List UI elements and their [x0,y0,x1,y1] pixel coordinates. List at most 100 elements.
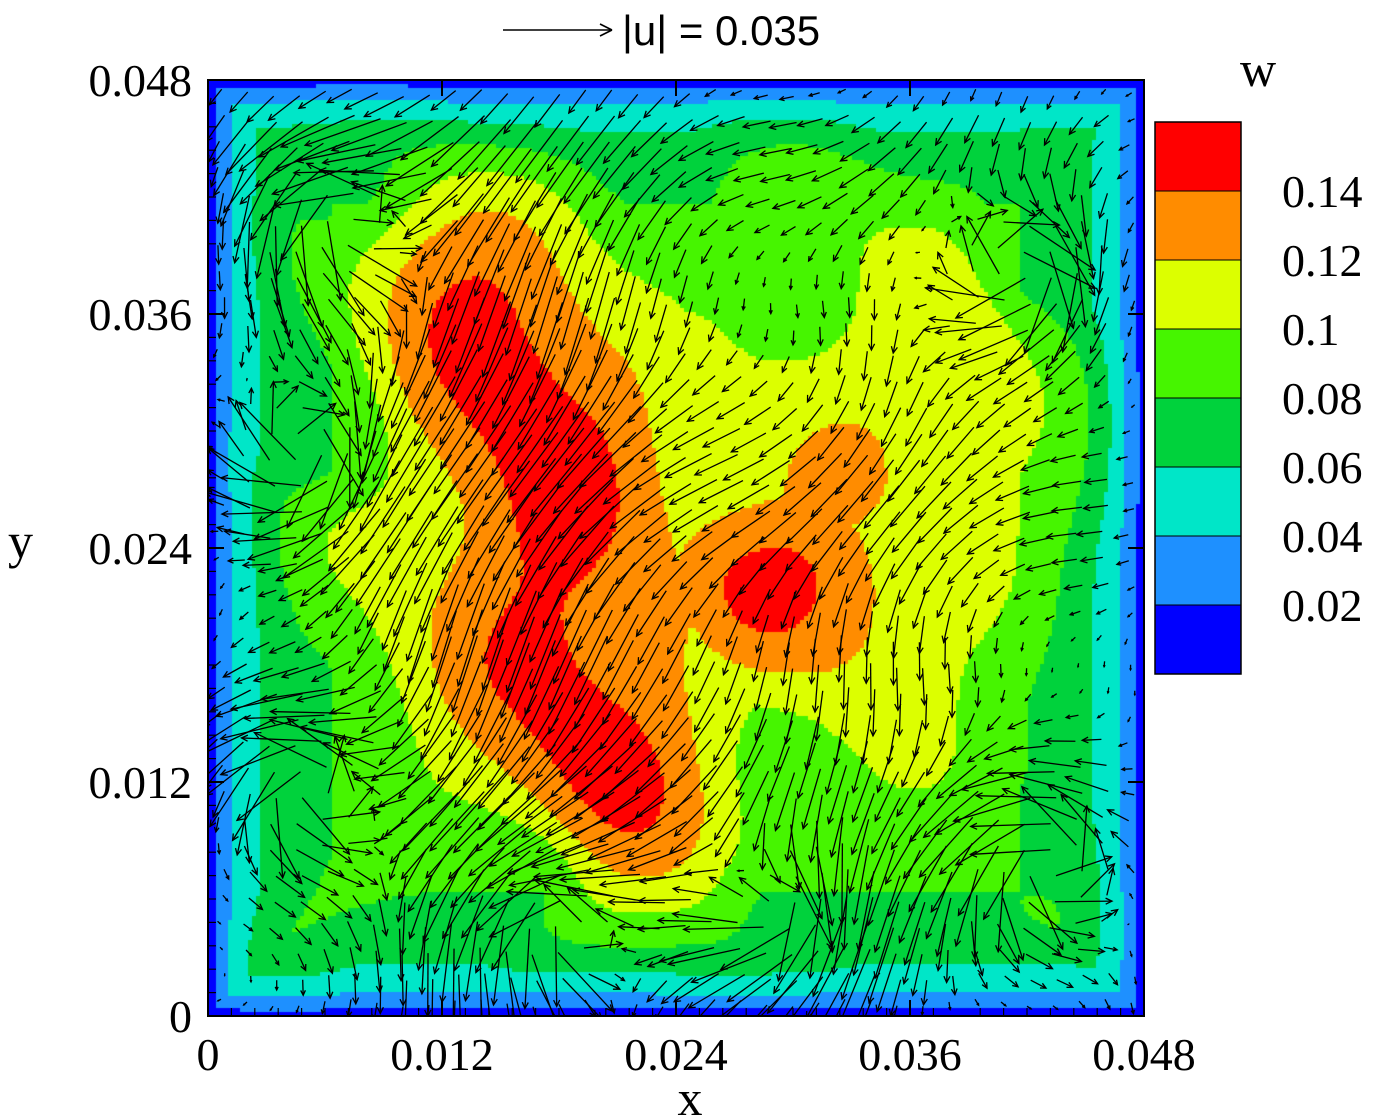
velocity-arrowhead [524,811,533,820]
velocity-arrowhead [354,943,362,953]
velocity-arrow [774,772,796,831]
velocity-arrowhead [1130,405,1134,409]
velocity-arrow [431,979,434,1016]
velocity-arrowhead [890,571,899,580]
velocity-arrow [756,614,769,653]
velocity-arrow [1092,271,1104,322]
velocity-arrowhead [934,328,943,336]
velocity-arrow [973,895,978,958]
velocity-arrow [524,928,531,1009]
velocity-arrow [386,536,427,608]
velocity-arrowhead [873,944,881,954]
velocity-arrowhead [552,676,560,685]
velocity-arrow [409,874,433,939]
velocity-arrowhead [410,250,418,257]
velocity-arrow [497,564,532,638]
velocity-arrowhead [886,756,894,765]
velocity-arrowhead [352,997,360,1006]
velocity-arrowhead [850,847,858,856]
velocity-arrowhead [548,702,556,711]
velocity-arrow [442,869,485,939]
velocity-arrowhead [506,515,514,524]
velocity-arrowhead [257,566,266,574]
colorbar-band [1154,535,1242,606]
velocity-arrowhead [530,291,538,301]
velocity-arrow [531,843,609,868]
velocity-arrow [321,1001,326,1014]
velocity-arrow [1083,504,1108,510]
velocity-arrowhead [450,900,458,909]
velocity-arrowhead [722,609,730,619]
velocity-arrow [413,376,456,446]
velocity-arrowhead [432,248,441,257]
velocity-arrow [246,221,251,289]
velocity-arrow [564,401,616,466]
velocity-arrow [559,531,609,597]
velocity-arrowhead [253,533,262,541]
velocity-arrow [949,767,1003,797]
velocity-arrowhead [732,175,742,183]
x-tick-label: 0.048 [1092,1029,1196,1080]
velocity-arrowhead [690,976,699,984]
velocity-arrow [1117,170,1129,180]
velocity-arrowhead [756,255,761,261]
velocity-arrowhead [1043,138,1051,147]
velocity-arrow [572,349,608,420]
velocity-arrowhead [631,1011,637,1016]
velocity-arrowhead [898,596,906,606]
velocity-arrowhead [796,120,805,128]
velocity-arrow [651,561,688,600]
velocity-arrowhead [890,285,896,293]
velocity-arrowhead [840,942,849,951]
velocity-arrowhead [867,996,875,1005]
velocity-arrowhead [965,393,974,402]
velocity-arrowhead [868,188,877,197]
velocity-arrow [926,741,946,776]
velocity-arrow [546,115,590,172]
velocity-arrowhead [482,205,491,215]
velocity-arrowhead [851,785,859,794]
velocity-arrowhead [694,696,701,705]
velocity-arrowhead [219,474,229,482]
velocity-arrowhead [773,764,781,774]
velocity-arrowhead [847,885,855,894]
velocity-arrowhead [850,207,859,215]
velocity-arrow [691,193,718,212]
velocity-arrowhead [506,867,516,875]
velocity-arrowhead [513,233,521,242]
velocity-arrowhead [1022,488,1031,496]
velocity-arrowhead [239,196,248,205]
velocity-arrow [1021,786,1077,846]
velocity-arrowhead [860,373,869,382]
velocity-arrowhead [420,752,427,761]
velocity-arrowhead [810,564,819,573]
velocity-arrowhead [1012,965,1021,974]
velocity-arrowhead [524,707,531,716]
velocity-arrowhead [1050,670,1054,674]
velocity-arrow [1080,195,1087,237]
velocity-arrow [513,172,557,241]
velocity-arrow [790,824,800,889]
velocity-arrow [247,532,323,560]
velocity-arrow [674,93,691,108]
velocity-arrow [585,245,609,313]
velocity-arrow [955,869,979,947]
velocity-arrowhead [213,354,217,359]
velocity-arrow [373,247,422,250]
velocity-arrowhead [968,521,978,529]
velocity-arrowhead [615,940,624,948]
velocity-arrow [424,662,456,736]
velocity-arrowhead [478,1021,484,1027]
velocity-arrow [1075,913,1113,924]
velocity-arrow [959,140,974,172]
velocity-arrow [243,247,250,302]
velocity-arrowhead [741,305,746,312]
velocity-arrowhead [694,1016,701,1023]
velocity-arrow [568,89,587,114]
velocity-arrow [964,713,976,736]
velocity-arrow [830,791,849,857]
velocity-arrowhead [925,931,933,940]
velocity-arrowhead [964,727,971,737]
velocity-arrow [1029,875,1064,950]
velocity-arrow [843,869,849,950]
